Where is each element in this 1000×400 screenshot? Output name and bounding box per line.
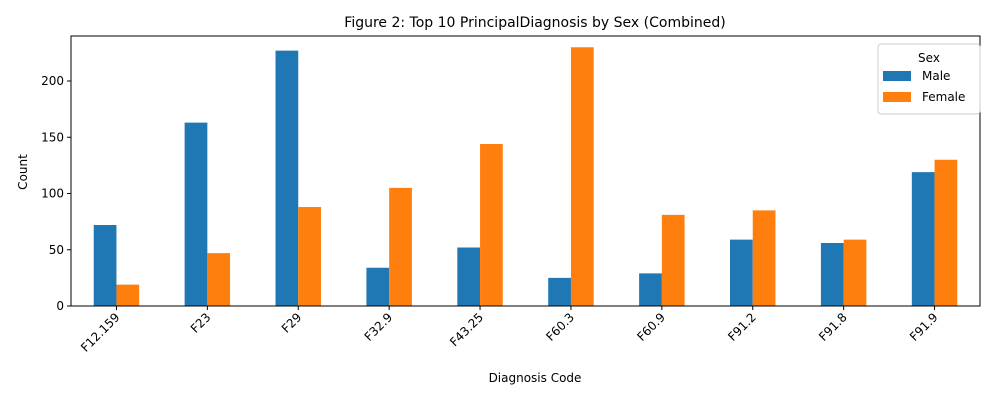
bar-female-f91-2 bbox=[752, 210, 776, 307]
x-tick-label: F12.159 bbox=[78, 310, 122, 354]
bar-male-f12-159 bbox=[93, 225, 117, 306]
bar-female-f91-9 bbox=[934, 159, 958, 306]
legend-swatch-male bbox=[883, 71, 911, 81]
x-tick-label: F91.2 bbox=[725, 310, 759, 344]
legend-label-male: Male bbox=[922, 69, 950, 83]
x-tick-label: F23 bbox=[188, 310, 214, 336]
bar-female-f60-3 bbox=[570, 47, 594, 306]
bar-female-f60-9 bbox=[661, 214, 685, 307]
bar-female-f23 bbox=[207, 253, 231, 307]
x-tick-label: F91.9 bbox=[907, 310, 941, 344]
bar-male-f91-8 bbox=[820, 243, 844, 306]
y-tick-label: 100 bbox=[41, 187, 64, 201]
bar-male-f32-9 bbox=[366, 267, 390, 306]
y-tick-label: 50 bbox=[49, 243, 64, 257]
bar-male-f43-25 bbox=[457, 247, 481, 306]
axes-layer bbox=[70, 35, 981, 307]
bars-layer bbox=[93, 47, 958, 307]
y-axis-title: Count bbox=[16, 154, 30, 190]
bar-male-f23 bbox=[184, 122, 208, 307]
chart-title: Figure 2: Top 10 PrincipalDiagnosis by S… bbox=[344, 15, 725, 31]
bar-male-f91-9 bbox=[911, 172, 935, 307]
bar-male-f60-3 bbox=[548, 277, 571, 307]
legend: Sex Male Female bbox=[877, 43, 981, 115]
bar-female-f43-25 bbox=[480, 144, 503, 306]
plot-frame bbox=[70, 35, 981, 307]
bar-female-f12-159 bbox=[116, 284, 140, 307]
x-tick-label: F32.9 bbox=[362, 310, 396, 344]
bar-male-f29 bbox=[275, 50, 299, 307]
x-tick-label: F60.9 bbox=[634, 310, 668, 344]
x-tick-label: F60.3 bbox=[543, 310, 577, 344]
x-axis-title: Diagnosis Code bbox=[489, 371, 582, 385]
bar-female-f32-9 bbox=[389, 187, 412, 307]
x-tick-label: F91.8 bbox=[816, 310, 850, 344]
bar-male-f60-9 bbox=[639, 273, 662, 307]
y-tick-label: 200 bbox=[41, 74, 64, 88]
bar-female-f91-8 bbox=[843, 239, 867, 307]
x-tick-label: F29 bbox=[279, 310, 305, 336]
legend-label-female: Female bbox=[922, 90, 965, 104]
legend-title: Sex bbox=[918, 51, 940, 65]
y-tick-label: 0 bbox=[56, 299, 64, 313]
x-tick-label: F43.25 bbox=[447, 310, 486, 349]
legend-items: Male Female bbox=[883, 69, 965, 104]
bar-male-f91-2 bbox=[730, 239, 753, 307]
legend-swatch-female bbox=[883, 92, 911, 102]
bar-female-f29 bbox=[298, 207, 321, 306]
y-tick-label: 150 bbox=[41, 130, 64, 144]
